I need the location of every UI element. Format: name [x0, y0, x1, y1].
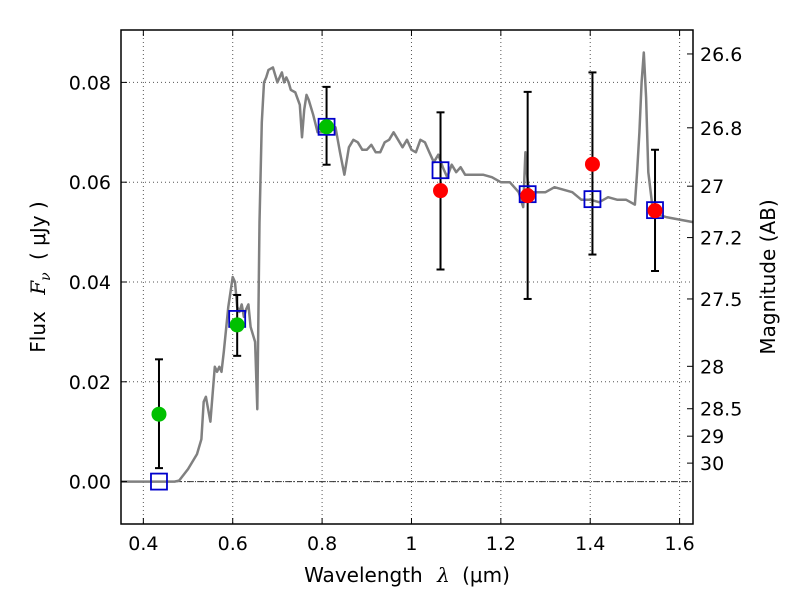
tick-layer: 0.4 0.6 0.8 1 1.2 1.4 1.6 0.00 0.02 0.04 0.06 0.08 2…	[69, 30, 742, 555]
y-tick-label: 0.06	[69, 172, 111, 194]
x-tick-label: 0.8	[307, 533, 337, 555]
y-axis-label: Flux	[26, 311, 50, 353]
plot-background	[121, 30, 693, 524]
x-tick-label: 1	[405, 533, 417, 555]
model-square-marker	[317, 117, 336, 136]
y2-tick-label: 27.2	[700, 228, 742, 250]
y2-tick-label: 27	[700, 176, 724, 198]
y2-tick-label: 28	[700, 356, 724, 378]
plot-frame	[120, 29, 694, 525]
detection-circle-marker	[433, 183, 449, 199]
y2-tick-label: 26.8	[700, 118, 742, 140]
x-tick-label: 1.2	[486, 533, 516, 555]
y2-tick-label: 30	[700, 453, 724, 475]
detection-circle-marker	[229, 317, 245, 333]
model-square-marker	[583, 190, 602, 209]
x-tick-label: 1.4	[575, 533, 605, 555]
detection-circle-marker	[319, 119, 335, 135]
marker-layer	[150, 117, 664, 491]
y2-tick-label: 29	[700, 426, 724, 448]
detection-circle-marker	[520, 188, 536, 204]
y2-tick-label: 26.6	[700, 44, 742, 66]
model-square-marker	[150, 472, 168, 491]
spectrum-layer	[121, 51, 694, 483]
y-axis-symbol: F	[26, 280, 50, 296]
x-tick-label: 0.6	[218, 533, 248, 555]
y-axis-title: Flux Fν ( μJy )	[26, 201, 55, 352]
y-tick-label: 0.02	[69, 372, 111, 394]
y-axis-unit: ( μJy )	[26, 201, 50, 260]
y2-axis-title: Magnitude (AB)	[756, 199, 780, 354]
model-square-marker	[646, 201, 664, 220]
x-axis-label: Wavelength	[304, 563, 423, 587]
detection-circle-marker	[584, 156, 600, 172]
spectrum-line	[121, 51, 694, 483]
y-tick-label: 0.04	[69, 272, 111, 294]
x-axis-symbol: λ	[436, 563, 450, 587]
y2-tick-label: 27.5	[700, 289, 742, 311]
detection-circle-marker	[151, 406, 167, 422]
y-tick-label: 0.00	[69, 472, 111, 494]
x-axis-title: Wavelength λ (μm)	[304, 563, 510, 587]
y-tick-label: 0.08	[69, 72, 111, 94]
x-axis-unit: (μm)	[462, 563, 510, 587]
detection-circle-marker	[647, 203, 663, 219]
x-tick-label: 1.6	[664, 533, 694, 555]
x-tick-label: 0.4	[128, 533, 158, 555]
y-axis-subscript: ν	[38, 272, 54, 281]
model-square-marker	[431, 161, 450, 180]
y2-tick-label: 28.5	[700, 399, 742, 421]
